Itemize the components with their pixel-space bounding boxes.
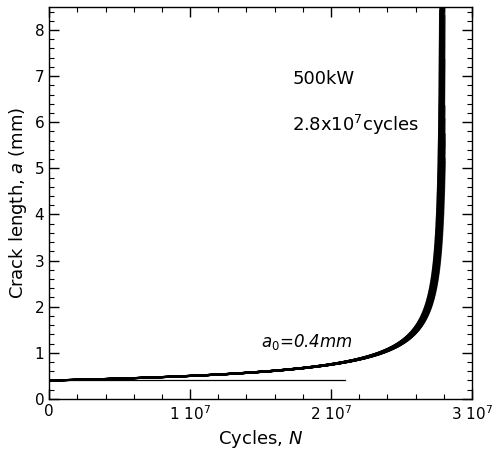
Y-axis label: Crack length, $a$ (mm): Crack length, $a$ (mm)	[7, 107, 29, 299]
Text: $a_0$=0.4mm: $a_0$=0.4mm	[260, 332, 352, 352]
X-axis label: Cycles, $N$: Cycles, $N$	[218, 428, 303, 450]
Text: 2.8x10$^7$cycles: 2.8x10$^7$cycles	[292, 113, 420, 137]
Text: 500kW: 500kW	[292, 69, 354, 88]
